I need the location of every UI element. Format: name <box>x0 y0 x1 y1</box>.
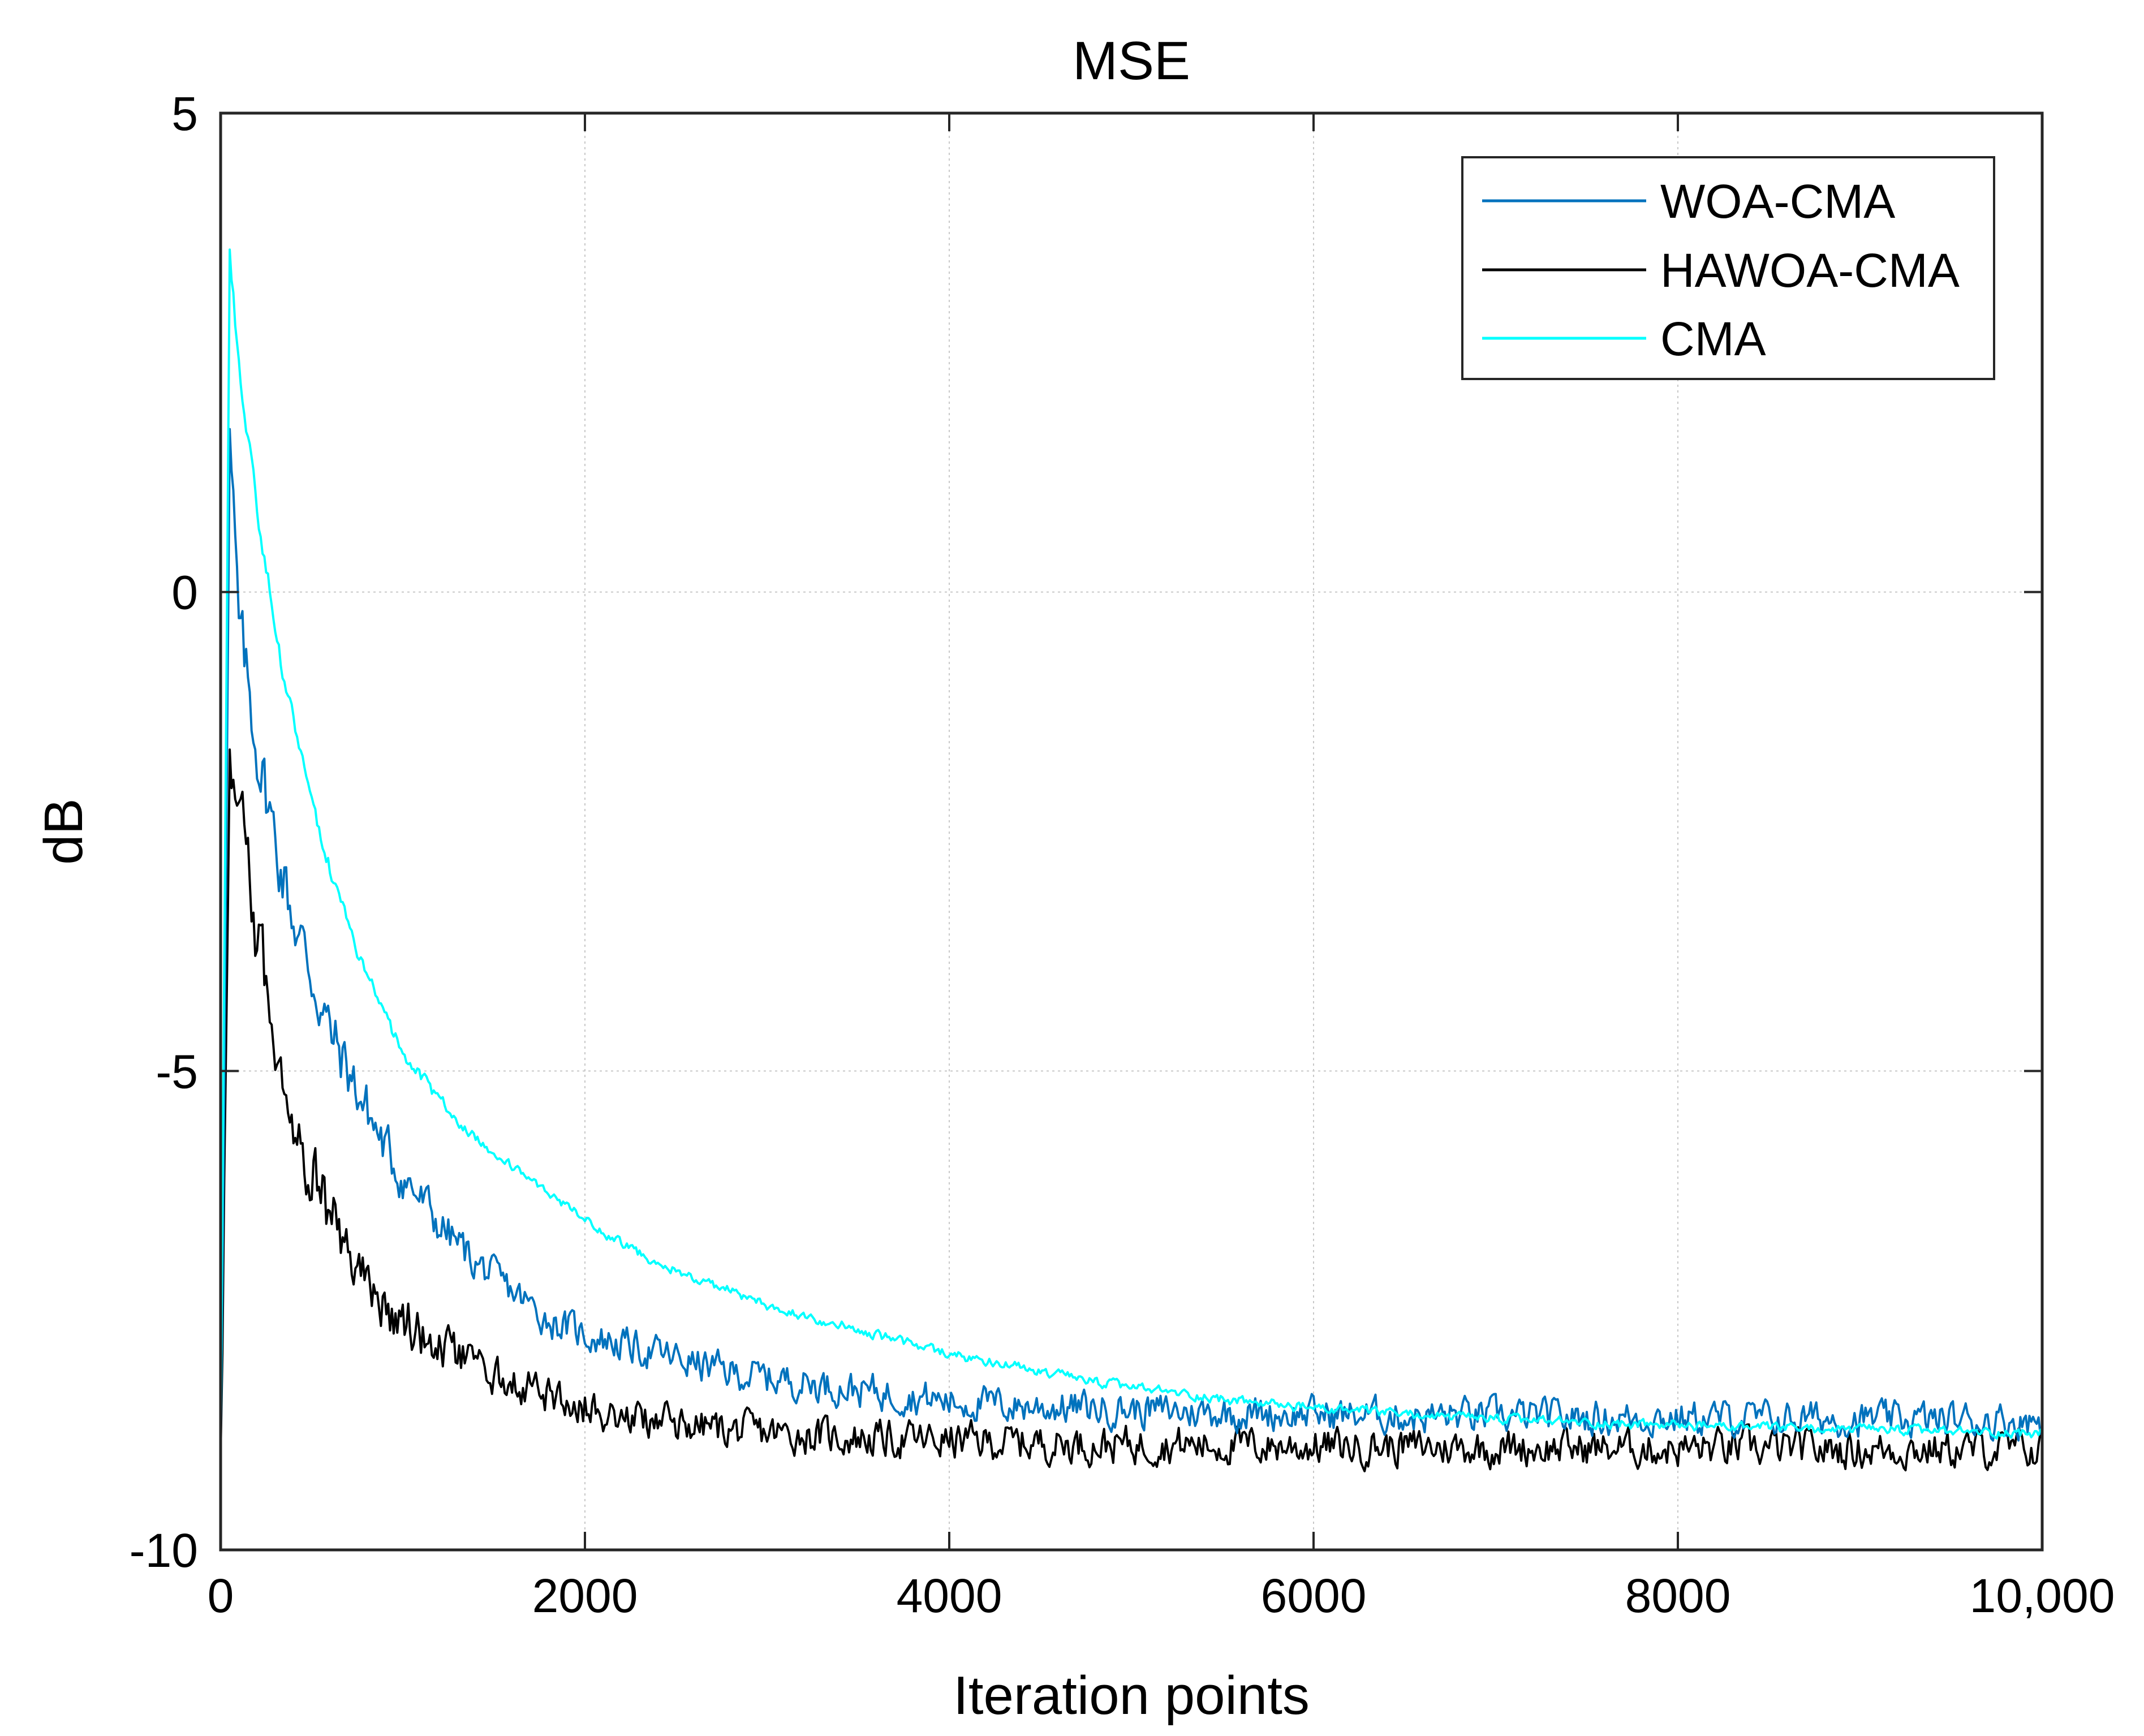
y-axis-label: dB <box>33 798 94 864</box>
chart-title: MSE <box>1073 31 1190 91</box>
y-tick-label: 5 <box>171 87 198 140</box>
y-tick-label: 0 <box>171 566 198 619</box>
series-layer <box>221 248 2042 1472</box>
legend-box <box>1461 156 1995 380</box>
series-line-woa-cma <box>221 428 2042 1454</box>
legend: WOA-CMA HAWOA-CMA CMA <box>1461 156 1995 380</box>
legend-label-woa-cma: WOA-CMA <box>1660 175 1895 228</box>
x-tick-label: 4000 <box>897 1569 1002 1622</box>
x-tick-label: 2000 <box>532 1569 638 1622</box>
series-line-cma <box>221 248 2042 1454</box>
grid <box>221 113 2042 1550</box>
y-tick-label: -10 <box>130 1524 198 1577</box>
x-tick-label: 8000 <box>1625 1569 1731 1622</box>
y-tick-label: -5 <box>156 1045 198 1098</box>
x-tick-label: 0 <box>208 1569 234 1622</box>
x-tick-label: 6000 <box>1261 1569 1367 1622</box>
plot-frame <box>219 111 2044 1552</box>
legend-label-hawoa-cma: HAWOA-CMA <box>1660 244 1960 297</box>
legend-label-cma: CMA <box>1660 312 1766 365</box>
x-tick-label: 10,000 <box>1970 1569 2115 1622</box>
series-line-hawoa-cma <box>221 748 2042 1472</box>
x-axis-label: Iteration points <box>953 1665 1310 1726</box>
ticks: 0 2000 4000 6000 8000 10,000 5 0 -5 -10 <box>130 87 2115 1622</box>
